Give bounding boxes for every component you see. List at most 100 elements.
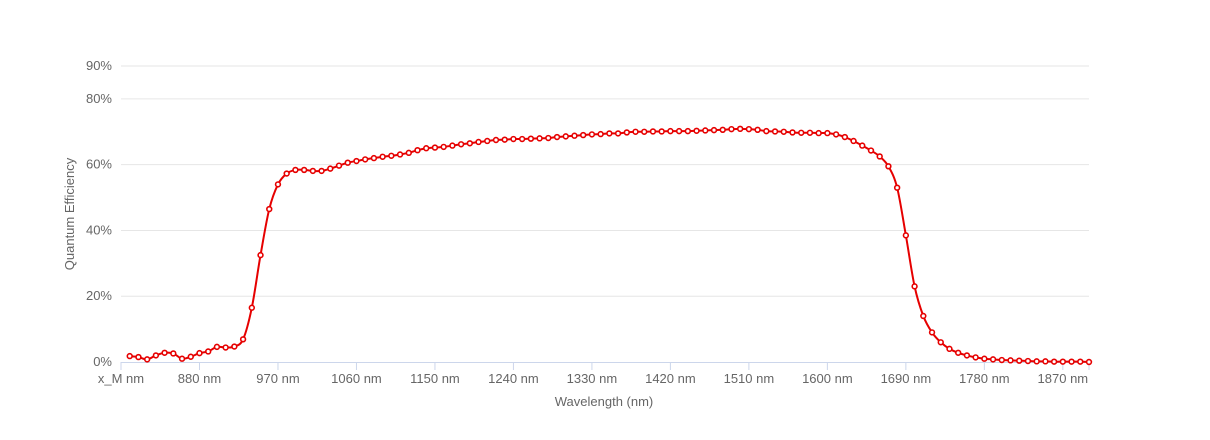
qe-data-point[interactable] [1085, 358, 1093, 366]
qe-data-point[interactable] [423, 145, 430, 152]
qe-data-point[interactable] [440, 143, 447, 151]
qe-data-point[interactable] [998, 356, 1005, 364]
qe-data-point[interactable] [205, 348, 212, 355]
qe-data-point[interactable] [911, 283, 918, 290]
qe-data-point[interactable] [353, 157, 360, 165]
qe-data-point[interactable] [606, 130, 613, 137]
qe-data-point[interactable] [806, 129, 814, 136]
qe-data-point[interactable] [649, 128, 657, 135]
qe-data-point[interactable] [850, 137, 857, 145]
qe-data-point[interactable] [623, 129, 631, 136]
qe-data-point[interactable] [632, 128, 639, 135]
qe-data-point[interactable] [928, 329, 936, 336]
qe-data-point[interactable] [257, 251, 264, 259]
qe-data-point[interactable] [841, 133, 849, 141]
qe-data-point[interactable] [597, 130, 604, 138]
qe-data-point[interactable] [327, 165, 334, 172]
qe-data-point[interactable] [946, 345, 953, 353]
qe-data-point[interactable] [815, 129, 822, 137]
qe-data-point[interactable] [710, 126, 718, 134]
qe-data-point[interactable] [771, 128, 779, 135]
qe-data-point[interactable] [745, 125, 753, 133]
qe-data-point[interactable] [736, 125, 744, 133]
qe-data-point[interactable] [562, 133, 569, 140]
qe-data-point[interactable] [292, 166, 299, 174]
qe-data-point[interactable] [536, 135, 543, 142]
qe-data-point[interactable] [1042, 358, 1049, 365]
qe-data-point[interactable] [876, 153, 883, 160]
qe-data-point[interactable] [989, 356, 997, 363]
qe-data-point[interactable] [283, 170, 290, 177]
qe-data-point[interactable] [143, 356, 151, 363]
qe-data-point[interactable] [789, 129, 796, 136]
qe-data-point[interactable] [213, 343, 221, 351]
qe-data-point[interactable] [641, 128, 648, 135]
qe-data-point[interactable] [658, 128, 665, 135]
qe-data-point[interactable] [449, 142, 456, 149]
qe-data-point[interactable] [1007, 357, 1014, 364]
qe-data-point[interactable] [300, 166, 308, 174]
qe-data-point[interactable] [318, 167, 325, 175]
qe-data-point[interactable] [388, 152, 395, 159]
qe-data-point[interactable] [763, 127, 770, 135]
qe-data-point[interactable] [135, 353, 142, 361]
qe-data-point[interactable] [152, 352, 160, 359]
qe-data-point[interactable] [1059, 358, 1067, 365]
qe-data-point[interactable] [222, 344, 229, 351]
qe-data-point[interactable] [867, 147, 875, 154]
qe-data-point[interactable] [1033, 358, 1040, 365]
qe-data-point[interactable] [344, 159, 351, 166]
qe-data-point[interactable] [937, 339, 944, 346]
qe-data-point[interactable] [457, 141, 465, 148]
qe-data-point[interactable] [1024, 357, 1032, 365]
qe-data-point[interactable] [178, 355, 186, 362]
qe-data-point[interactable] [545, 134, 552, 142]
qe-data-point[interactable] [1068, 358, 1075, 365]
qe-data-point[interactable] [693, 127, 700, 134]
qe-data-point[interactable] [579, 131, 587, 139]
qe-data-point[interactable] [920, 312, 927, 320]
qe-data-point[interactable] [981, 355, 988, 362]
qe-data-point[interactable] [370, 154, 378, 162]
qe-data-point[interactable] [614, 130, 622, 137]
qe-data-point[interactable] [396, 151, 404, 158]
qe-data-point[interactable] [475, 138, 482, 146]
qe-data-point[interactable] [588, 131, 596, 138]
qe-data-point[interactable] [518, 135, 526, 143]
qe-data-point[interactable] [667, 127, 674, 135]
qe-data-point[interactable] [274, 181, 282, 188]
qe-data-point[interactable] [527, 135, 535, 142]
qe-data-point[interactable] [702, 127, 709, 134]
qe-data-point[interactable] [126, 352, 133, 360]
qe-data-point[interactable] [170, 350, 177, 357]
qe-data-point[interactable] [754, 126, 761, 134]
qe-data-point[interactable] [972, 354, 979, 361]
qe-data-point[interactable] [335, 162, 343, 169]
qe-data-point[interactable] [571, 132, 578, 139]
qe-data-point[interactable] [675, 127, 683, 135]
qe-data-point[interactable] [893, 184, 901, 191]
qe-data-point[interactable] [187, 353, 194, 360]
qe-data-point[interactable] [780, 128, 787, 135]
qe-data-point[interactable] [832, 131, 840, 138]
qe-data-point[interactable] [405, 149, 412, 157]
qe-data-point[interactable] [501, 136, 508, 143]
qe-data-point[interactable] [684, 127, 692, 135]
qe-data-point[interactable] [361, 156, 369, 163]
qe-data-point[interactable] [859, 142, 866, 149]
qe-data-point[interactable] [963, 352, 971, 359]
qe-data-point[interactable] [266, 205, 273, 213]
qe-data-point[interactable] [248, 304, 256, 311]
qe-data-point[interactable] [902, 232, 910, 239]
qe-data-point[interactable] [824, 129, 831, 137]
qe-data-point[interactable] [798, 129, 805, 136]
qe-data-point[interactable] [1077, 358, 1084, 365]
qe-data-point[interactable] [431, 144, 439, 151]
qe-data-point[interactable] [553, 133, 561, 141]
qe-data-point[interactable] [466, 140, 474, 147]
qe-data-point[interactable] [885, 163, 892, 170]
qe-data-point[interactable] [239, 336, 247, 343]
qe-data-point[interactable] [954, 349, 962, 356]
qe-data-point[interactable] [161, 349, 168, 356]
qe-data-point[interactable] [719, 126, 726, 134]
